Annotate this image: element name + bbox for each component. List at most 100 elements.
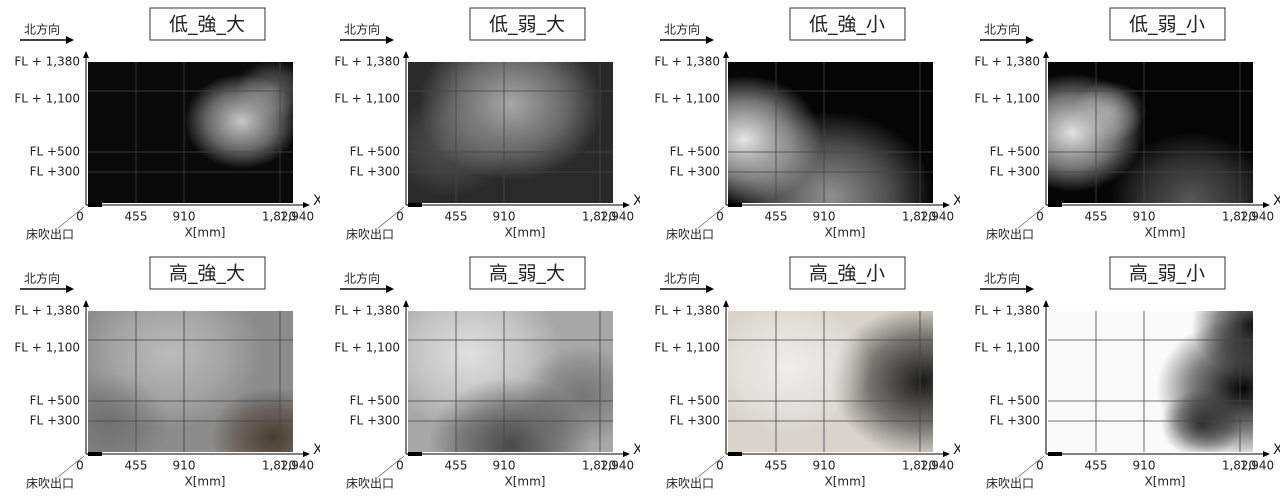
direction-label: 北方向 [344,22,380,37]
x-label: 910 [1133,210,1156,224]
panel-title: 低_強_大 [169,14,245,36]
outlet-label: 床吹出口 [666,477,714,491]
y-label: FL +300 [350,165,400,179]
y-label: FL + 1,100 [334,92,400,106]
panel-title: 高_強_大 [169,263,245,285]
x-label: 0 [716,210,724,224]
x-label: 0 [396,210,404,224]
panel-title: 高_弱_大 [489,263,565,285]
direction-label: 北方向 [24,22,60,37]
x-axis-title: X[mm] [505,475,546,489]
x-axis-letter: X [1273,442,1280,458]
direction-label: 北方向 [664,271,700,286]
arrow-head [83,300,89,307]
x-axis-letter: X [953,193,960,209]
panel: FL + 1,380FL + 1,100FL +500FL +300045591… [0,249,320,497]
y-label: FL + 1,100 [14,341,80,355]
outlet-label: 床吹出口 [986,228,1034,242]
x-label: 910 [813,459,836,473]
x-label: 910 [173,459,196,473]
arrow-head [66,36,74,44]
direction-label: 北方向 [984,271,1020,286]
y-label: FL +300 [670,414,720,428]
arrow-head [1026,36,1034,44]
smoke-blob [1073,81,1147,142]
outlet-label: 床吹出口 [346,477,394,491]
y-label: FL + 1,380 [654,55,720,69]
smoke-blob [708,300,872,435]
figure: FL + 1,380 FL + 1,100 FL +500 FL +300 0 455 91… [0,0,1280,497]
y-label: FL + 1,100 [974,341,1040,355]
x-label: 0 [76,210,84,224]
outlet-label: 床吹出口 [986,477,1034,491]
x-label: 1,940 [280,210,314,224]
arrow-head [386,285,394,293]
outlet-mark [1048,203,1062,207]
y-label: FL + 1,100 [654,341,720,355]
outlet-mark [408,452,422,456]
x-label: 455 [445,210,468,224]
x-axis-title: X[mm] [185,475,226,489]
y-label: FL +500 [350,145,400,159]
x-label: 1,940 [1240,210,1274,224]
x-label: 455 [445,459,468,473]
x-label: 0 [396,459,404,473]
arrow-head [623,451,630,457]
x-label: 910 [1133,459,1156,473]
y-label: FL +500 [350,394,400,408]
arrow-head [66,285,74,293]
outlet-mark [1048,452,1062,456]
x-label: 1,940 [1240,459,1274,473]
y-label: FL + 1,380 [974,304,1040,318]
outlet-mark [408,203,422,207]
x-axis-letter: X [953,442,960,458]
arrow-head [706,36,714,44]
arrow-head [706,285,714,293]
outlet-label: 床吹出口 [26,477,74,491]
x-label: 455 [765,210,788,224]
y-label: FL +300 [30,165,80,179]
panel-title: 高_弱_小 [1129,263,1205,285]
panel: FL + 1,380FL + 1,100FL +500FL +300045591… [640,0,960,248]
y-label: FL +300 [670,165,720,179]
x-axis-title: X[mm] [185,226,226,240]
smoke-blob [236,60,310,121]
y-label: FL + 1,100 [14,92,80,106]
panel-title: 高_強_小 [809,263,885,285]
smoke-blob [521,345,640,447]
outlet-mark [88,452,102,456]
arrow-head [943,451,950,457]
direction-label: 北方向 [344,271,380,286]
arrow-head [83,51,89,58]
x-label: 1,940 [920,210,954,224]
y-label: FL + 1,380 [14,55,80,69]
y-label: FL + 1,100 [654,92,720,106]
x-axis-title: X[mm] [825,475,866,489]
y-label: FL + 1,100 [974,92,1040,106]
panel: FL + 1,380FL + 1,100FL +500FL +300045591… [960,0,1280,248]
y-label: FL +300 [990,414,1040,428]
arrow-head [943,202,950,208]
x-label: 910 [493,459,516,473]
outlet-mark [728,203,742,207]
y-label: FL +300 [350,414,400,428]
arrow-head [723,51,729,58]
direction-label: 北方向 [984,22,1020,37]
arrow-head [386,36,394,44]
x-axis-title: X[mm] [1145,226,1186,240]
x-label: 455 [1085,459,1108,473]
outlet-mark [728,452,742,456]
y-label: FL +300 [990,165,1040,179]
x-axis-letter: X [313,442,320,458]
y-label: FL + 1,380 [14,304,80,318]
x-axis-letter: X [633,442,640,458]
panel-title: 低_弱_小 [1129,14,1205,36]
x-label: 455 [1085,210,1108,224]
outlet-label: 床吹出口 [346,228,394,242]
arrow-head [1263,451,1270,457]
x-label: 1,940 [600,459,634,473]
